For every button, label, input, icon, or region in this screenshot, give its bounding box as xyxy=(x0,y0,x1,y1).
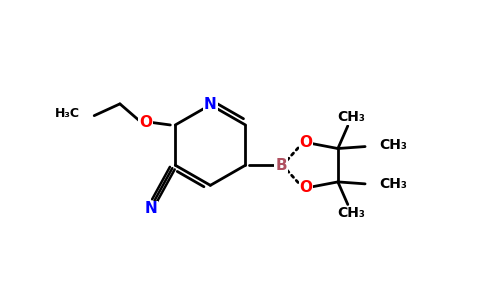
Text: H₃C: H₃C xyxy=(55,107,80,120)
Text: N: N xyxy=(144,201,157,216)
Text: CH₃: CH₃ xyxy=(379,177,407,191)
Text: CH₃: CH₃ xyxy=(337,110,364,124)
Text: O: O xyxy=(299,135,312,150)
Text: N: N xyxy=(204,98,217,112)
Text: B: B xyxy=(275,158,287,173)
Text: CH₃: CH₃ xyxy=(379,138,407,152)
Text: O: O xyxy=(299,180,312,195)
Text: O: O xyxy=(139,115,152,130)
Text: CH₃: CH₃ xyxy=(337,206,364,220)
